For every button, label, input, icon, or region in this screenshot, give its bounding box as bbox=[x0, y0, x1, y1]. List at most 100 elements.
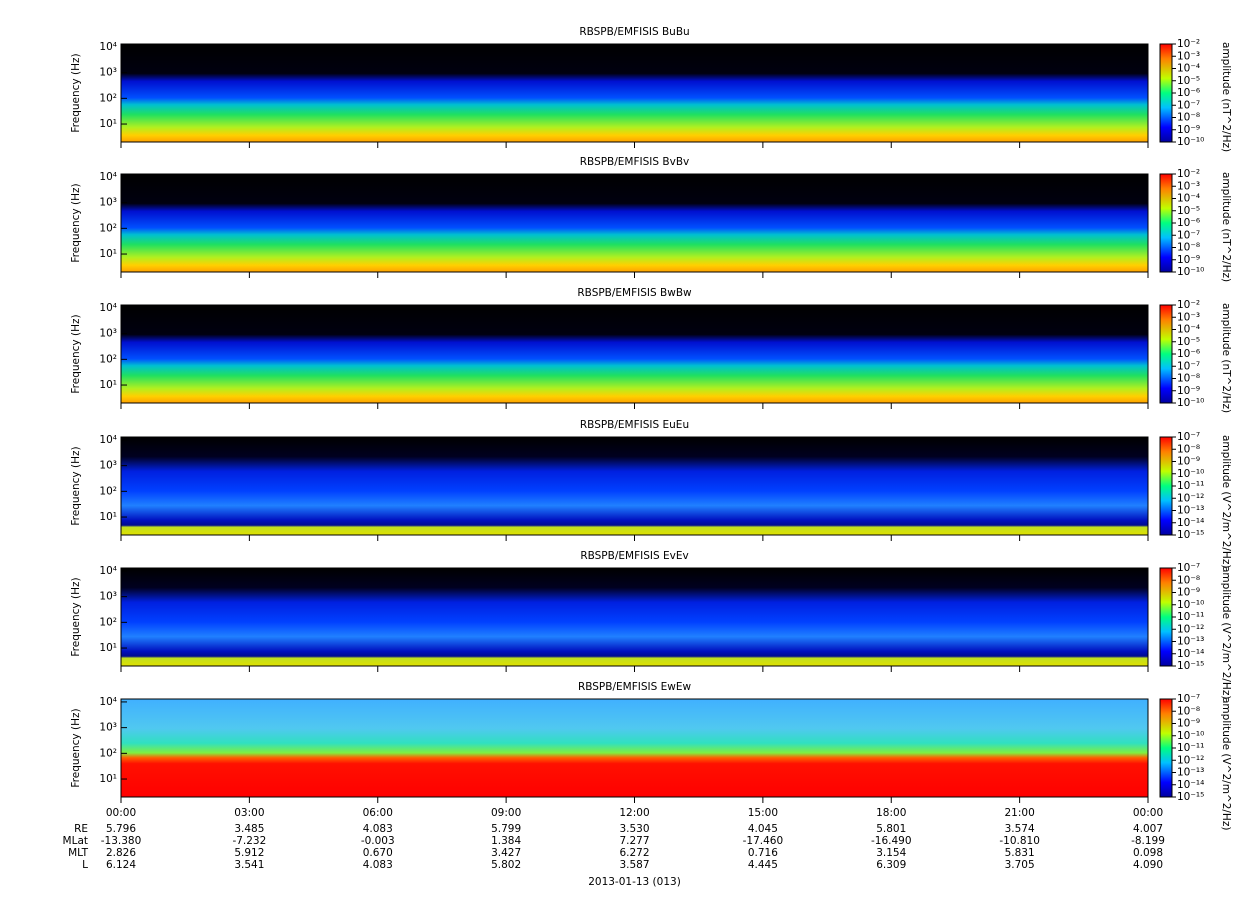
y-tick-label: 10³ bbox=[99, 328, 117, 340]
colorbar-label: amplitude (nT^2/Hz) bbox=[1220, 172, 1232, 282]
colorbar bbox=[1159, 173, 1173, 273]
x-tick-label: 03:00 bbox=[234, 807, 264, 819]
ephemeris-value: 6.124 bbox=[106, 859, 136, 871]
colorbar bbox=[1159, 43, 1173, 143]
spectrogram-image bbox=[121, 568, 1148, 666]
colorbar-tick-label: 10⁻⁹ bbox=[1177, 124, 1200, 136]
ephemeris-label: MLT bbox=[68, 847, 88, 859]
colorbar-tick-label: 10⁻¹¹ bbox=[1177, 742, 1204, 754]
colorbar-tick-label: 10⁻³ bbox=[1177, 180, 1200, 192]
ephemeris-value: 5.801 bbox=[876, 823, 906, 835]
ephemeris-value: 5.912 bbox=[234, 847, 264, 859]
colorbar-tick-label: 10⁻⁷ bbox=[1177, 562, 1200, 574]
spectrogram-image bbox=[121, 44, 1148, 142]
colorbar bbox=[1159, 698, 1173, 798]
y-tick-label: 10⁴ bbox=[99, 565, 117, 577]
y-tick-label: 10¹ bbox=[99, 248, 117, 260]
colorbar-tick-label: 10⁻⁷ bbox=[1177, 360, 1200, 372]
ephemeris-label: L bbox=[82, 859, 88, 871]
colorbar-tick-label: 10⁻⁷ bbox=[1177, 431, 1200, 443]
colorbar bbox=[1159, 304, 1173, 404]
colorbar-tick-label: 10⁻⁹ bbox=[1177, 385, 1200, 397]
colorbar-tick-label: 10⁻⁶ bbox=[1177, 348, 1200, 360]
colorbar-tick-label: 10⁻⁸ bbox=[1177, 705, 1200, 717]
colorbar-tick-label: 10⁻¹⁰ bbox=[1177, 730, 1204, 742]
colorbar bbox=[1159, 436, 1173, 536]
ephemeris-value: 3.587 bbox=[619, 859, 649, 871]
y-axis-label: Frequency (Hz) bbox=[70, 183, 82, 262]
ephemeris-value: 5.802 bbox=[491, 859, 521, 871]
colorbar-tick-label: 10⁻⁵ bbox=[1177, 75, 1200, 87]
ephemeris-value: -7.232 bbox=[232, 835, 266, 847]
colorbar-tick-label: 10⁻¹¹ bbox=[1177, 611, 1204, 623]
y-tick-label: 10² bbox=[99, 353, 117, 365]
colorbar-tick-label: 10⁻¹⁰ bbox=[1177, 266, 1204, 278]
y-axis-label: Frequency (Hz) bbox=[70, 314, 82, 393]
colorbar-tick-label: 10⁻¹⁰ bbox=[1177, 468, 1204, 480]
x-tick-label: 18:00 bbox=[876, 807, 906, 819]
colorbar-tick-label: 10⁻⁶ bbox=[1177, 217, 1200, 229]
colorbar-tick-label: 10⁻¹⁰ bbox=[1177, 136, 1204, 148]
colorbar-tick-label: 10⁻⁹ bbox=[1177, 456, 1200, 468]
ephemeris-value: 3.154 bbox=[876, 847, 906, 859]
colorbar-tick-label: 10⁻⁷ bbox=[1177, 693, 1200, 705]
colorbar-tick-label: 10⁻⁸ bbox=[1177, 242, 1200, 254]
y-tick-label: 10⁴ bbox=[99, 434, 117, 446]
x-tick-label: 15:00 bbox=[748, 807, 778, 819]
y-tick-label: 10¹ bbox=[99, 642, 117, 654]
colorbar-tick-label: 10⁻⁸ bbox=[1177, 112, 1200, 124]
ephemeris-value: 4.090 bbox=[1133, 859, 1163, 871]
ephemeris-value: -10.810 bbox=[999, 835, 1040, 847]
ephemeris-value: -8.199 bbox=[1131, 835, 1165, 847]
x-tick-label: 12:00 bbox=[619, 807, 649, 819]
ephemeris-value: 5.831 bbox=[1005, 847, 1035, 859]
colorbar-tick-label: 10⁻¹⁴ bbox=[1177, 648, 1204, 660]
y-tick-label: 10¹ bbox=[99, 773, 117, 785]
colorbar-label: amplitude (V^2/m^2/Hz) bbox=[1220, 435, 1232, 568]
ephemeris-value: 4.445 bbox=[748, 859, 778, 871]
ephemeris-value: -16.490 bbox=[871, 835, 912, 847]
colorbar bbox=[1159, 567, 1173, 667]
colorbar-tick-label: 10⁻³ bbox=[1177, 50, 1200, 62]
ephemeris-value: 0.670 bbox=[363, 847, 393, 859]
ephemeris-value: 3.427 bbox=[491, 847, 521, 859]
y-tick-label: 10¹ bbox=[99, 511, 117, 523]
colorbar-tick-label: 10⁻¹³ bbox=[1177, 636, 1204, 648]
ephemeris-value: -17.460 bbox=[743, 835, 784, 847]
y-tick-label: 10⁴ bbox=[99, 41, 117, 53]
panel-title: RBSPB/EMFISIS EuEu bbox=[580, 419, 689, 431]
ephemeris-value: -13.380 bbox=[101, 835, 142, 847]
ephemeris-value: 0.716 bbox=[748, 847, 778, 859]
x-tick-label: 06:00 bbox=[363, 807, 393, 819]
ephemeris-value: 4.007 bbox=[1133, 823, 1163, 835]
colorbar-tick-label: 10⁻¹⁴ bbox=[1177, 517, 1204, 529]
panel-title: RBSPB/EMFISIS BvBv bbox=[580, 156, 689, 168]
spectrogram-image bbox=[121, 174, 1148, 272]
ephemeris-value: 3.485 bbox=[234, 823, 264, 835]
colorbar-tick-label: 10⁻¹⁵ bbox=[1177, 660, 1204, 672]
panel-title: RBSPB/EMFISIS EwEw bbox=[578, 681, 692, 693]
colorbar-tick-label: 10⁻⁴ bbox=[1177, 324, 1200, 336]
ephemeris-value: 5.799 bbox=[491, 823, 521, 835]
colorbar-tick-label: 10⁻¹⁵ bbox=[1177, 791, 1204, 803]
y-tick-label: 10² bbox=[99, 747, 117, 759]
colorbar-tick-label: 10⁻⁹ bbox=[1177, 718, 1200, 730]
ephemeris-value: 3.705 bbox=[1005, 859, 1035, 871]
panel-title: RBSPB/EMFISIS EvEv bbox=[580, 550, 688, 562]
y-axis-label: Frequency (Hz) bbox=[70, 708, 82, 787]
ephemeris-label: MLat bbox=[63, 835, 88, 847]
ephemeris-value: 4.045 bbox=[748, 823, 778, 835]
colorbar-tick-label: 10⁻¹² bbox=[1177, 623, 1204, 635]
colorbar-tick-label: 10⁻⁷ bbox=[1177, 229, 1200, 241]
colorbar-tick-label: 10⁻⁵ bbox=[1177, 336, 1200, 348]
ephemeris-value: 0.098 bbox=[1133, 847, 1163, 859]
colorbar-tick-label: 10⁻⁴ bbox=[1177, 63, 1200, 75]
y-tick-label: 10⁴ bbox=[99, 302, 117, 314]
ephemeris-value: 6.309 bbox=[876, 859, 906, 871]
colorbar-label: amplitude (V^2/m^2/Hz) bbox=[1220, 697, 1232, 830]
ephemeris-value: -0.003 bbox=[361, 835, 395, 847]
colorbar-label: amplitude (V^2/m^2/Hz) bbox=[1220, 566, 1232, 699]
y-axis-label: Frequency (Hz) bbox=[70, 446, 82, 525]
colorbar-tick-label: 10⁻¹³ bbox=[1177, 505, 1204, 517]
colorbar-label: amplitude (nT^2/Hz) bbox=[1220, 303, 1232, 413]
